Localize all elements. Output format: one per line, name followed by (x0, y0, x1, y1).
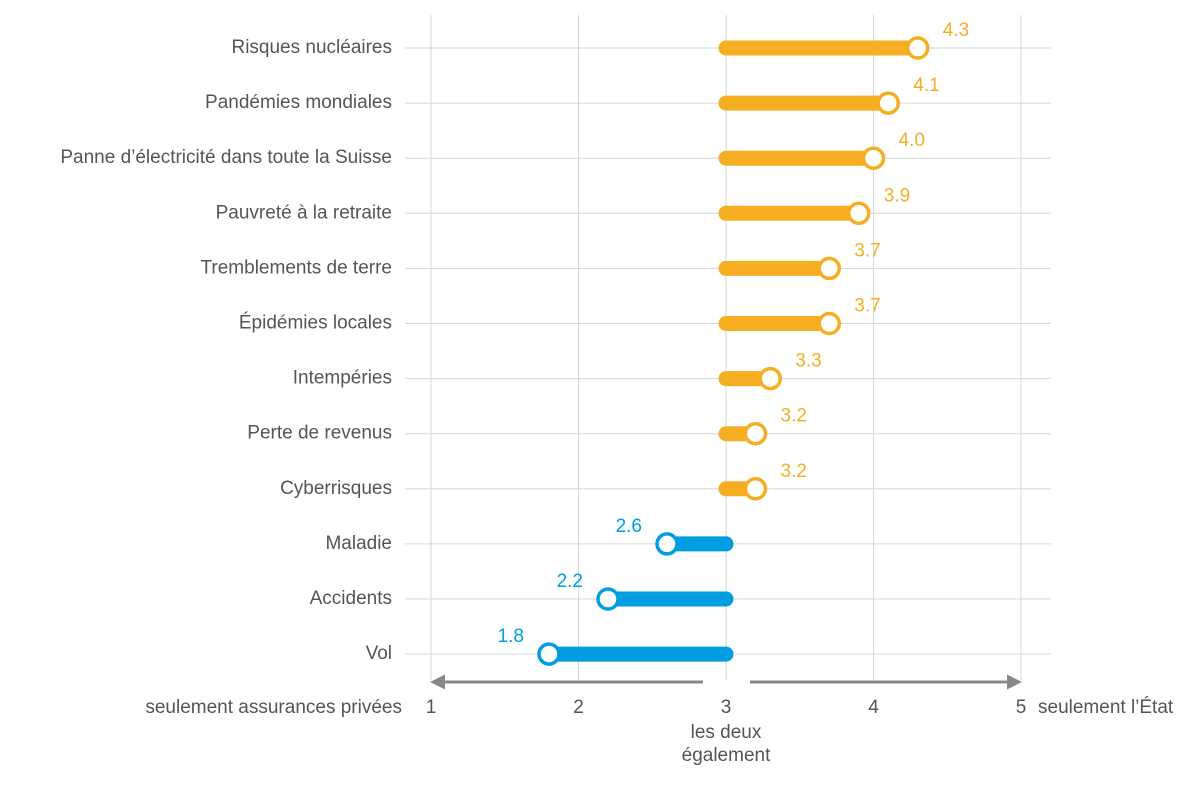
dot (861, 146, 886, 170)
y-tick-label: Pandémies mondiales (205, 92, 392, 113)
y-tick-label: Accidents (310, 588, 392, 609)
dot (847, 201, 871, 226)
value-label: 3.2 (781, 406, 807, 427)
value-label: 1.8 (498, 626, 524, 647)
dot (655, 532, 679, 556)
value-label: 2.6 (616, 516, 642, 537)
dot (596, 587, 620, 611)
value-label: 3.7 (854, 296, 880, 317)
y-tick-label: Intempéries (293, 368, 392, 389)
y-tick-label: Maladie (325, 533, 392, 554)
x-tick-label: 3 (721, 697, 732, 718)
value-label: 4.3 (943, 20, 969, 41)
value-label: 3.9 (884, 185, 910, 206)
axis-center-label: également (682, 745, 771, 766)
value-label: 2.2 (557, 571, 583, 592)
y-tick-label: Risques nucléaires (231, 37, 392, 58)
value-label: 3.2 (781, 461, 807, 482)
value-label: 4.0 (899, 130, 925, 151)
y-tick-label: Perte de revenus (247, 423, 392, 444)
x-tick-label: 5 (1016, 697, 1027, 718)
axis-left-label: seulement assurances privées (145, 697, 402, 718)
value-label: 4.1 (913, 75, 939, 96)
value-label: 3.7 (854, 240, 880, 261)
dot (743, 477, 768, 501)
x-tick-label: 2 (573, 697, 584, 718)
x-tick-label: 4 (868, 697, 879, 718)
y-tick-label: Pauvreté à la retraite (216, 202, 392, 223)
x-tick-label: 1 (426, 697, 437, 718)
dot (537, 642, 561, 666)
dot (817, 256, 841, 281)
dot (758, 366, 782, 391)
y-tick-label: Panne d’électricité dans toute la Suisse (60, 147, 392, 168)
y-tick-label: Tremblements de terre (201, 257, 392, 278)
y-tick-label: Vol (366, 643, 392, 664)
dot (743, 421, 768, 446)
axis-center-label: les deux (691, 722, 762, 743)
value-label: 3.3 (795, 351, 821, 372)
y-tick-label: Cyberrisques (280, 478, 392, 499)
dot (817, 311, 841, 336)
y-tick-label: Épidémies locales (239, 313, 392, 334)
marks: 1 2 3 4 5 Risques nucléaires 4.3 Pandémies mond… (60, 20, 1026, 718)
dot (906, 36, 930, 60)
axis-right-label: seulement l’État (1038, 697, 1174, 718)
dot (876, 91, 900, 115)
